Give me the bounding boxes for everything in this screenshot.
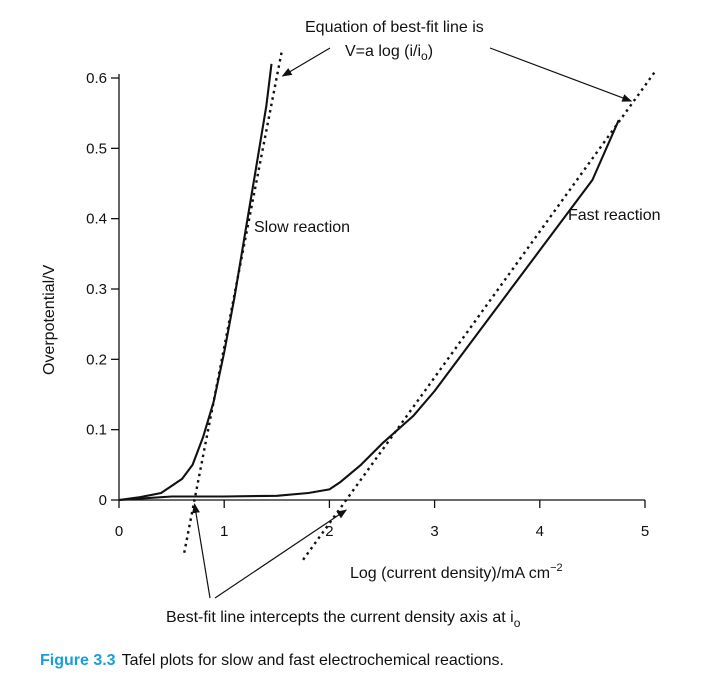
annotations-layer: Equation of best-fit line is V=a log (i/… (41, 19, 660, 630)
intercept-subscript: o (514, 616, 521, 630)
x-tick-label: 4 (536, 523, 544, 540)
intercept-arrow-fast (214, 509, 348, 599)
intercept-text: Best-fit line intercepts the current den… (166, 609, 514, 626)
axes: 0 0.1 0.2 0.3 0.4 0.5 0.6 0 1 2 3 4 5 (86, 70, 649, 540)
y-tick-label: 0.2 (86, 351, 107, 368)
intercept-annotation: Best-fit line intercepts the current den… (166, 609, 521, 630)
y-tick-label: 0.4 (86, 211, 107, 228)
x-axis-label: Log (current density)/mA cm−2 (350, 562, 563, 582)
equation-close: ) (428, 43, 433, 60)
y-tick-label: 0.6 (86, 70, 107, 87)
intercept-arrow-slow (192, 503, 211, 599)
caption-label: Figure 3.3 (40, 652, 116, 669)
y-tick-label: 0.1 (86, 422, 107, 439)
y-tick-label: 0 (99, 492, 107, 509)
equation-arrow-slow (281, 47, 331, 77)
series-layer (118, 49, 657, 561)
y-tick-label: 0.3 (86, 281, 107, 298)
figure-caption: Figure 3.3 Tafel plots for slow and fast … (40, 652, 504, 670)
fast-fit-line (302, 70, 657, 561)
slow-reaction-curve (118, 63, 273, 502)
tafel-chart: 0 0.1 0.2 0.3 0.4 0.5 0.6 0 1 2 3 4 5 Equation of be… (41, 19, 660, 630)
equation-line1: Equation of best-fit line is (305, 19, 484, 36)
equation-subscript: o (421, 49, 428, 63)
y-axis-label: Overpotential/V (41, 264, 58, 375)
x-tick-label: 2 (325, 523, 333, 540)
fast-reaction-curve (118, 119, 620, 502)
x-axis-label-superscript: −2 (550, 562, 563, 574)
slow-reaction-label: Slow reaction (254, 219, 350, 236)
equation-arrow-fast (489, 47, 633, 102)
x-tick-label: 1 (220, 523, 228, 540)
x-axis-label-main: Log (current density)/mA cm (350, 565, 550, 582)
x-tick-label: 3 (430, 523, 438, 540)
caption-text: Tafel plots for slow and fast electroche… (121, 652, 504, 669)
equation-main: V=a log (i/i (345, 43, 421, 60)
x-tick-label: 0 (115, 523, 123, 540)
x-tick-label: 5 (641, 523, 649, 540)
slow-fit-line (183, 49, 284, 553)
equation-line2: V=a log (i/io) (345, 43, 433, 63)
y-tick-label: 0.5 (86, 140, 107, 157)
fast-reaction-label: Fast reaction (568, 207, 660, 224)
